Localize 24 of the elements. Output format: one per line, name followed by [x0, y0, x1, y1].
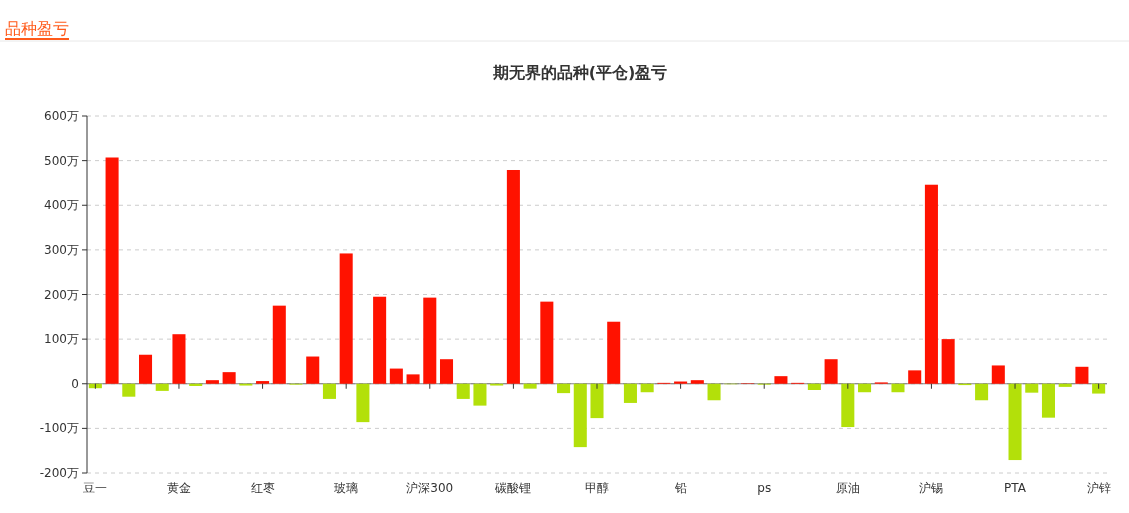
y-tick-label: -200万 [39, 466, 79, 480]
x-tick-label: 碳酸锂 [494, 481, 532, 495]
x-tick-label: 甲醇 [585, 481, 609, 495]
x-tick-label: 沪锡 [919, 481, 944, 495]
x-tick-label: 沪深300 [406, 481, 454, 495]
y-tick-label: 600万 [44, 109, 79, 123]
x-tick-label: PTA [1004, 481, 1027, 495]
x-tick-label: 铅 [673, 481, 687, 495]
x-tick-label: 沪锌 [1086, 481, 1111, 495]
y-tick-label: 400万 [44, 198, 79, 213]
x-tick-label: ps [757, 481, 772, 495]
chart-title: 期无界的品种(平仓)盈亏 [491, 63, 668, 82]
y-tick-label: 500万 [44, 153, 79, 168]
x-tick-label: 黄金 [166, 481, 191, 495]
x-tick-label: 红枣 [250, 481, 275, 495]
text: 品种盈亏 [5, 19, 69, 38]
x-tick-label: 豆一 [83, 481, 108, 495]
y-tick-label: -100万 [39, 421, 79, 436]
x-tick-label: 玻璃 [334, 481, 359, 495]
y-tick-label: 100万 [44, 332, 79, 347]
y-tick-label: 0 [71, 376, 79, 391]
y-tick-label: 300万 [44, 242, 79, 257]
x-tick-label: 原油 [835, 481, 860, 495]
y-tick-label: 200万 [44, 287, 79, 302]
